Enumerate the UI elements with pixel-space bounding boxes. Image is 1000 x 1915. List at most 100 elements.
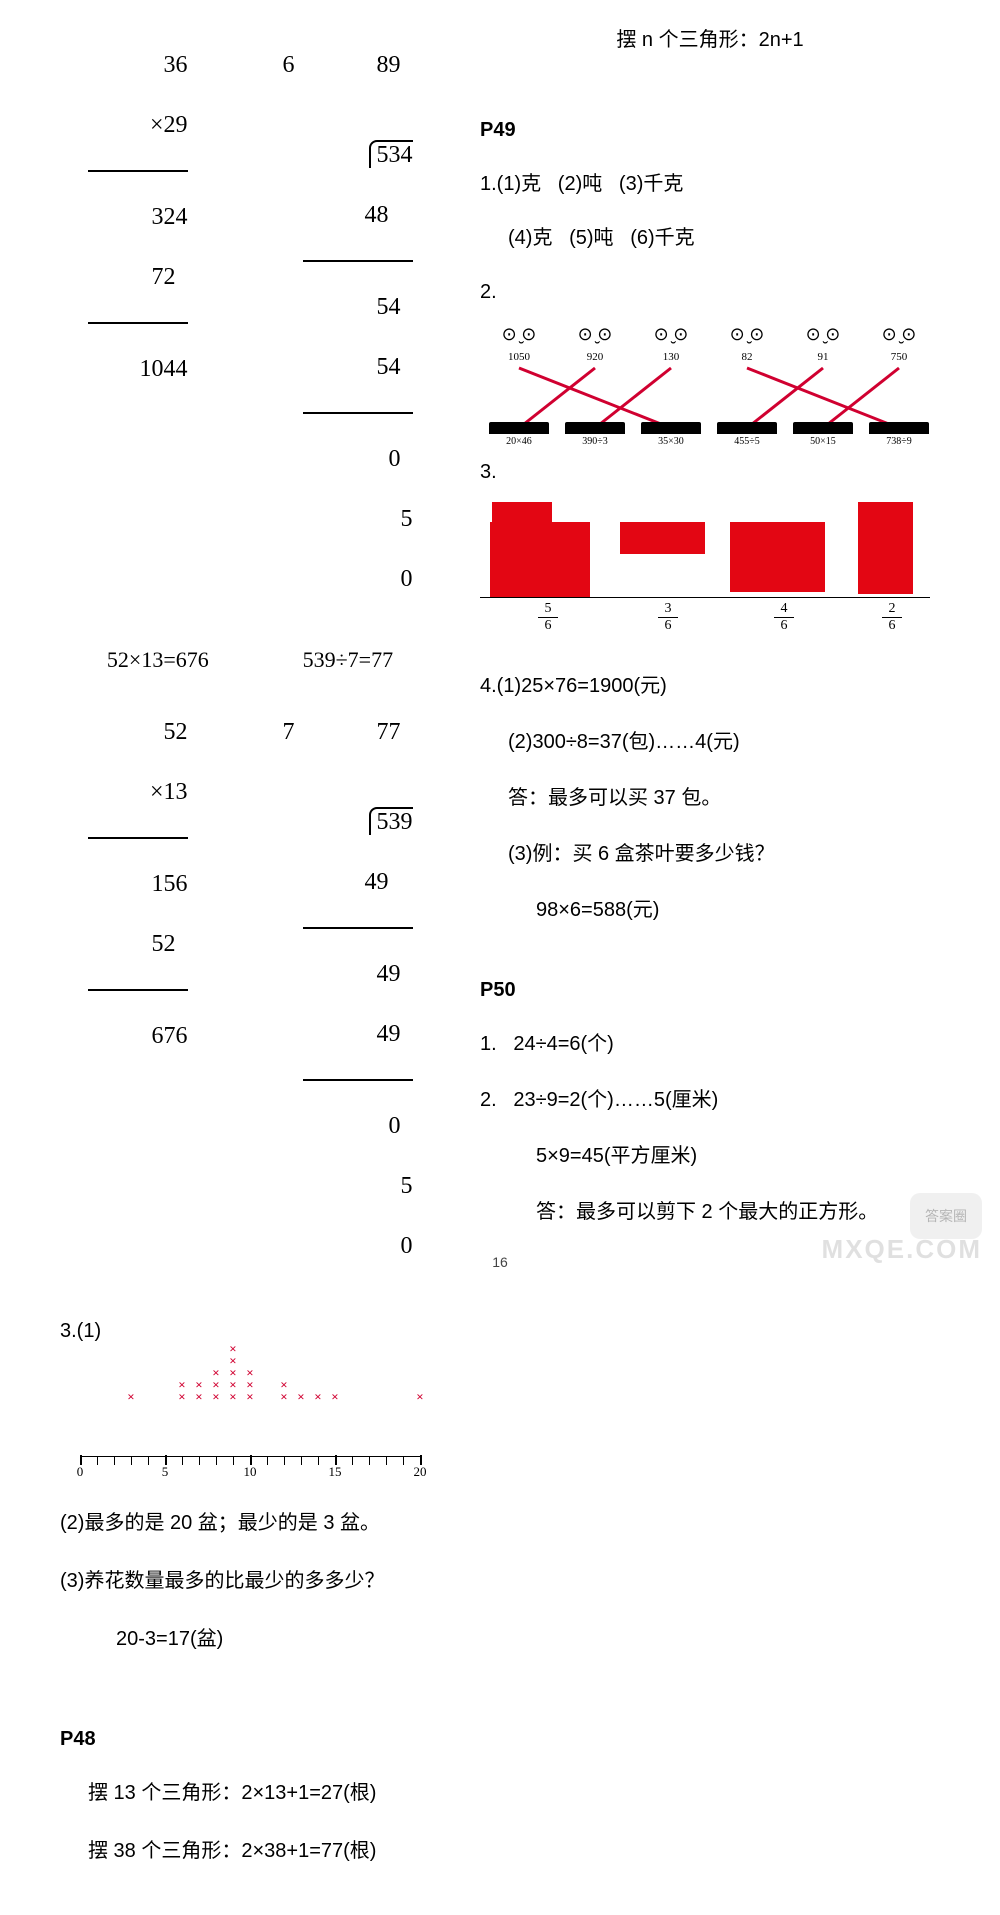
dotplot-tick-label: 5	[162, 1462, 169, 1483]
dotplot-tick	[386, 1457, 387, 1465]
q3-3: (3)养花数量最多的比最少的多多少？	[60, 1565, 440, 1597]
left-column: 36 ×29 324 72 1044 89 6 534 48 54 54 0 5	[60, 20, 440, 1875]
matching-line	[747, 368, 823, 428]
dotplot-cross-mark: ×	[280, 1375, 287, 1396]
q3-2: (2)最多的是 20 盆；最少的是 3 盆。	[60, 1507, 440, 1539]
dotplot-cross-mark: ×	[195, 1375, 202, 1396]
dotplot-tick-label: 0	[77, 1462, 84, 1483]
page-number: 16	[492, 1251, 508, 1273]
matching-diagram: ⊙ ̮⊙1050⊙ ̮⊙920⊙ ̮⊙130⊙ ̮⊙82⊙ ̮⊙91⊙ ̮⊙75…	[476, 320, 936, 450]
p50-2b: 答：最多可以剪下 2 个最大的正方形。	[480, 1196, 940, 1228]
dotplot-cross-mark: ×	[331, 1387, 338, 1408]
mult2-p2: 52	[152, 931, 176, 957]
matching-top-item: ⊙ ̮⊙920	[560, 320, 630, 366]
mult2-b: ×13	[150, 779, 188, 805]
dotplot-tick	[352, 1457, 353, 1465]
dot-plot-chart: 05101520××××××××××××××××××××××	[70, 1365, 430, 1485]
matching-bottom-item: 50×15	[788, 422, 858, 450]
dotplot-cross-mark: ×	[416, 1387, 423, 1408]
bar-shapes: 56 36 46 26	[480, 502, 930, 652]
matching-line	[823, 368, 899, 428]
dotplot-tick	[216, 1457, 217, 1465]
q3-3-ans: 20-3=17(盆)	[60, 1623, 440, 1655]
div2-dividend: 539	[369, 807, 413, 835]
red-shape	[492, 502, 552, 522]
p50-heading: P50	[480, 974, 940, 1006]
fraction-label: 26	[882, 602, 902, 633]
dotplot-tick	[318, 1457, 319, 1465]
dotplot-tick	[148, 1457, 149, 1465]
p50-2a: 5×9=45(平方厘米)	[480, 1140, 940, 1172]
long-division-2: 77 7 539 49 49 49 0 5 0	[303, 687, 413, 1291]
dotplot-tick-label: 15	[329, 1462, 342, 1483]
dotplot-cross-mark: ×	[212, 1363, 219, 1384]
p49-4-1: 4.(1)25×76=1900(元)	[480, 670, 940, 702]
p50-1: 1. 24÷4=6(个)	[480, 1028, 940, 1060]
multiplication-2: 52 ×13 156 52 676	[88, 687, 188, 1291]
div1-s1: 48	[365, 202, 389, 228]
matching-bottom-item: 20×46	[484, 422, 554, 450]
matching-bottom-item: 35×30	[636, 422, 706, 450]
div2-r2: 0	[389, 1113, 401, 1139]
dotplot-tick	[301, 1457, 302, 1465]
div1-r1: 54	[377, 294, 401, 320]
p49-4-2: (2)300÷8=37(包)……4(元)	[480, 726, 940, 758]
div1-dividend: 534	[369, 140, 413, 168]
fraction-label: 36	[658, 602, 678, 633]
mult1-p2: 72	[152, 264, 176, 290]
dotplot-tick	[233, 1457, 234, 1465]
fraction-label: 56	[538, 602, 558, 633]
div2-s2: 49	[377, 1021, 401, 1047]
matching-line	[519, 368, 671, 428]
p49-3-label: 3.	[480, 456, 940, 488]
red-shape	[620, 522, 705, 554]
dotplot-cross-mark: ×	[127, 1387, 134, 1408]
p49-1b: (4)克 (5)吨 (6)千克	[480, 222, 940, 254]
dotplot-cross-mark: ×	[246, 1363, 253, 1384]
p49-4-3a: 98×6=588(元)	[480, 894, 940, 926]
watermark-text: MXQE.COM	[822, 1229, 982, 1271]
p48-line1: 摆 13 个三角形：2×13+1=27(根)	[60, 1777, 440, 1809]
dotplot-tick	[97, 1457, 98, 1465]
mult2-a: 52	[164, 719, 188, 745]
div1-divisor: 6	[283, 50, 295, 80]
right-column: 摆 n 个三角形：2n+1 P49 1.(1)克 (2)吨 (3)千克 (4)克…	[480, 20, 940, 1875]
eq-b: 539÷7=77	[303, 642, 393, 677]
math-row-1: 36 ×29 324 72 1044 89 6 534 48 54 54 0 5	[60, 20, 440, 624]
dotplot-tick-label: 20	[414, 1462, 427, 1483]
matching-bottom-item: 738÷9	[864, 422, 934, 450]
mult1-a: 36	[164, 52, 188, 78]
dotplot-tick	[369, 1457, 370, 1465]
matching-top-item: ⊙ ̮⊙1050	[484, 320, 554, 366]
p48-line2: 摆 38 个三角形：2×38+1=77(根)	[60, 1835, 440, 1867]
long-division-1: 89 6 534 48 54 54 0 5 0	[303, 20, 413, 624]
dotplot-tick	[182, 1457, 183, 1465]
dotplot-cross-mark: ×	[229, 1339, 236, 1360]
p49-1a: 1.(1)克 (2)吨 (3)千克	[480, 168, 940, 200]
mult2-res: 676	[152, 1023, 188, 1049]
div1-t2: 0	[401, 566, 413, 592]
p49-2-label: 2.	[480, 276, 940, 308]
dotplot-tick-label: 10	[244, 1462, 257, 1483]
div2-s1: 49	[365, 869, 389, 895]
dotplot-tick	[403, 1457, 404, 1465]
red-shape	[490, 522, 590, 597]
div1-s2: 54	[377, 354, 401, 380]
div2-divisor: 7	[283, 717, 295, 747]
red-shape	[858, 502, 913, 594]
dotplot-tick	[284, 1457, 285, 1465]
dotplot-cross-mark: ×	[297, 1387, 304, 1408]
matching-top-item: ⊙ ̮⊙82	[712, 320, 782, 366]
div1-q: 89	[377, 52, 401, 78]
div2-t1: 5	[401, 1173, 413, 1199]
matching-line	[747, 368, 899, 428]
div2-r1: 49	[377, 961, 401, 987]
equation-row: 52×13=676 539÷7=77	[60, 642, 440, 677]
fraction-label: 46	[774, 602, 794, 633]
matching-bottom-item: 390÷3	[560, 422, 630, 450]
div1-r2: 0	[389, 446, 401, 472]
mult1-res: 1044	[140, 356, 188, 382]
eq-a: 52×13=676	[107, 642, 209, 677]
dotplot-cross-mark: ×	[178, 1375, 185, 1396]
matching-top-item: ⊙ ̮⊙750	[864, 320, 934, 366]
